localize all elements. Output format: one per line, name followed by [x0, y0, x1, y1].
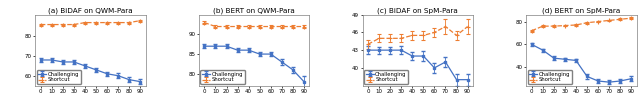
- Legend: Challenging, Shortcut: Challenging, Shortcut: [200, 70, 244, 84]
- Title: (c) BiDAF on SpM-Para: (c) BiDAF on SpM-Para: [378, 8, 458, 14]
- Legend: Challenging, Shortcut: Challenging, Shortcut: [528, 70, 572, 84]
- Title: (b) BERT on QWM-Para: (b) BERT on QWM-Para: [213, 8, 295, 14]
- Legend: Challenging, Shortcut: Challenging, Shortcut: [364, 70, 408, 84]
- Legend: Challenging, Shortcut: Challenging, Shortcut: [36, 70, 81, 84]
- Title: (a) BiDAF on QWM-Para: (a) BiDAF on QWM-Para: [48, 8, 133, 14]
- Title: (d) BERT on SpM-Para: (d) BERT on SpM-Para: [542, 8, 621, 14]
